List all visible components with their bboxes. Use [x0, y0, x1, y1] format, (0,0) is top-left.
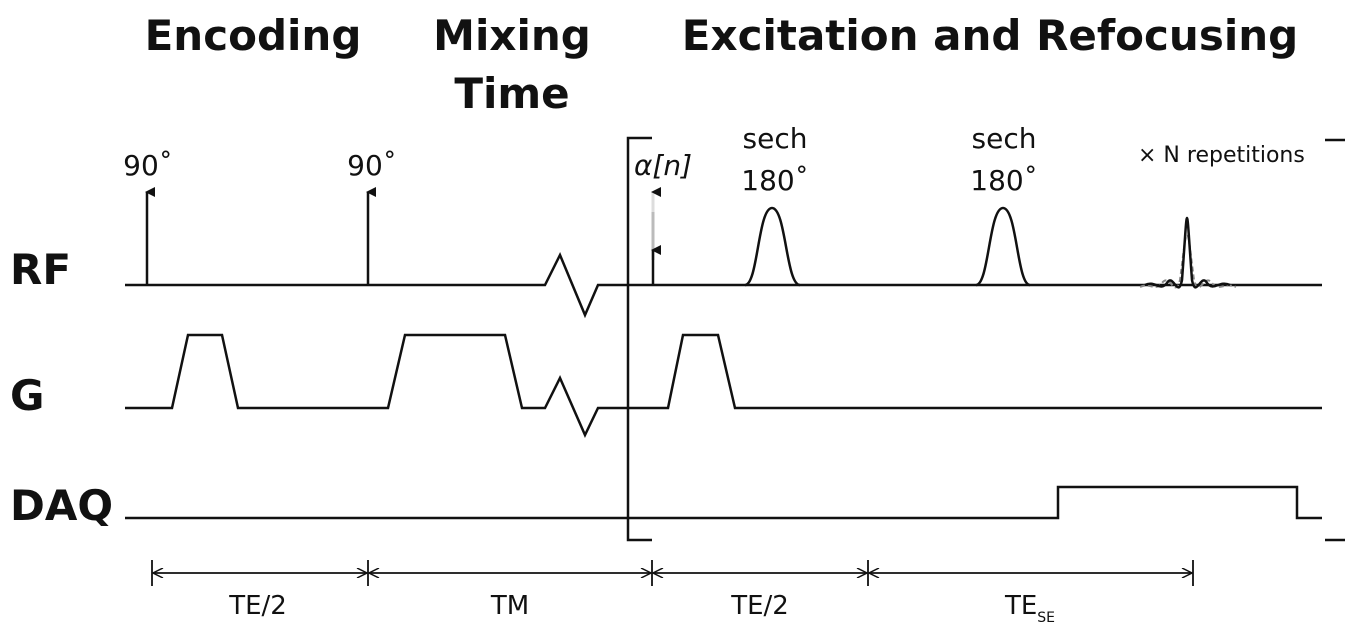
- interval-label: TE/2: [730, 591, 789, 621]
- repetitions-label: × N repetitions: [1138, 143, 1305, 168]
- sech-pulse: [744, 206, 801, 287]
- interval-label: TESE: [1004, 591, 1055, 626]
- channel-label: G: [10, 371, 44, 420]
- gradient-waveform: [125, 333, 1322, 438]
- interval-main: TE: [1004, 591, 1037, 621]
- channel-label: DAQ: [10, 481, 113, 530]
- echo-envelope: [1139, 233, 1237, 289]
- section-title: Excitation and Refocusing: [682, 11, 1298, 60]
- interval-label: TE/2: [228, 591, 287, 621]
- pulse-label: 180˚: [970, 164, 1037, 197]
- section-title: Encoding: [145, 11, 362, 60]
- pulse-label: 90˚: [123, 149, 173, 182]
- daq-waveform: [125, 485, 1322, 520]
- sech-pulse: [975, 206, 1031, 287]
- rf-line: [125, 251, 1322, 319]
- pulse-label: 90˚: [347, 149, 397, 182]
- pulse-label: α[n]: [634, 149, 692, 182]
- repetition-bracket: [626, 136, 652, 542]
- interval-subscript: SE: [1037, 610, 1055, 626]
- pulse-label: 180˚: [741, 164, 808, 197]
- section-title: Mixing: [433, 11, 591, 60]
- timing-axis: [151, 560, 1194, 586]
- echo-signal: [1144, 216, 1231, 289]
- interval-label: TM: [490, 591, 529, 621]
- pulse-label: sech: [743, 122, 808, 155]
- channel-label: RF: [10, 245, 71, 294]
- pulse-label: sech: [972, 122, 1037, 155]
- section-title: Time: [454, 69, 569, 118]
